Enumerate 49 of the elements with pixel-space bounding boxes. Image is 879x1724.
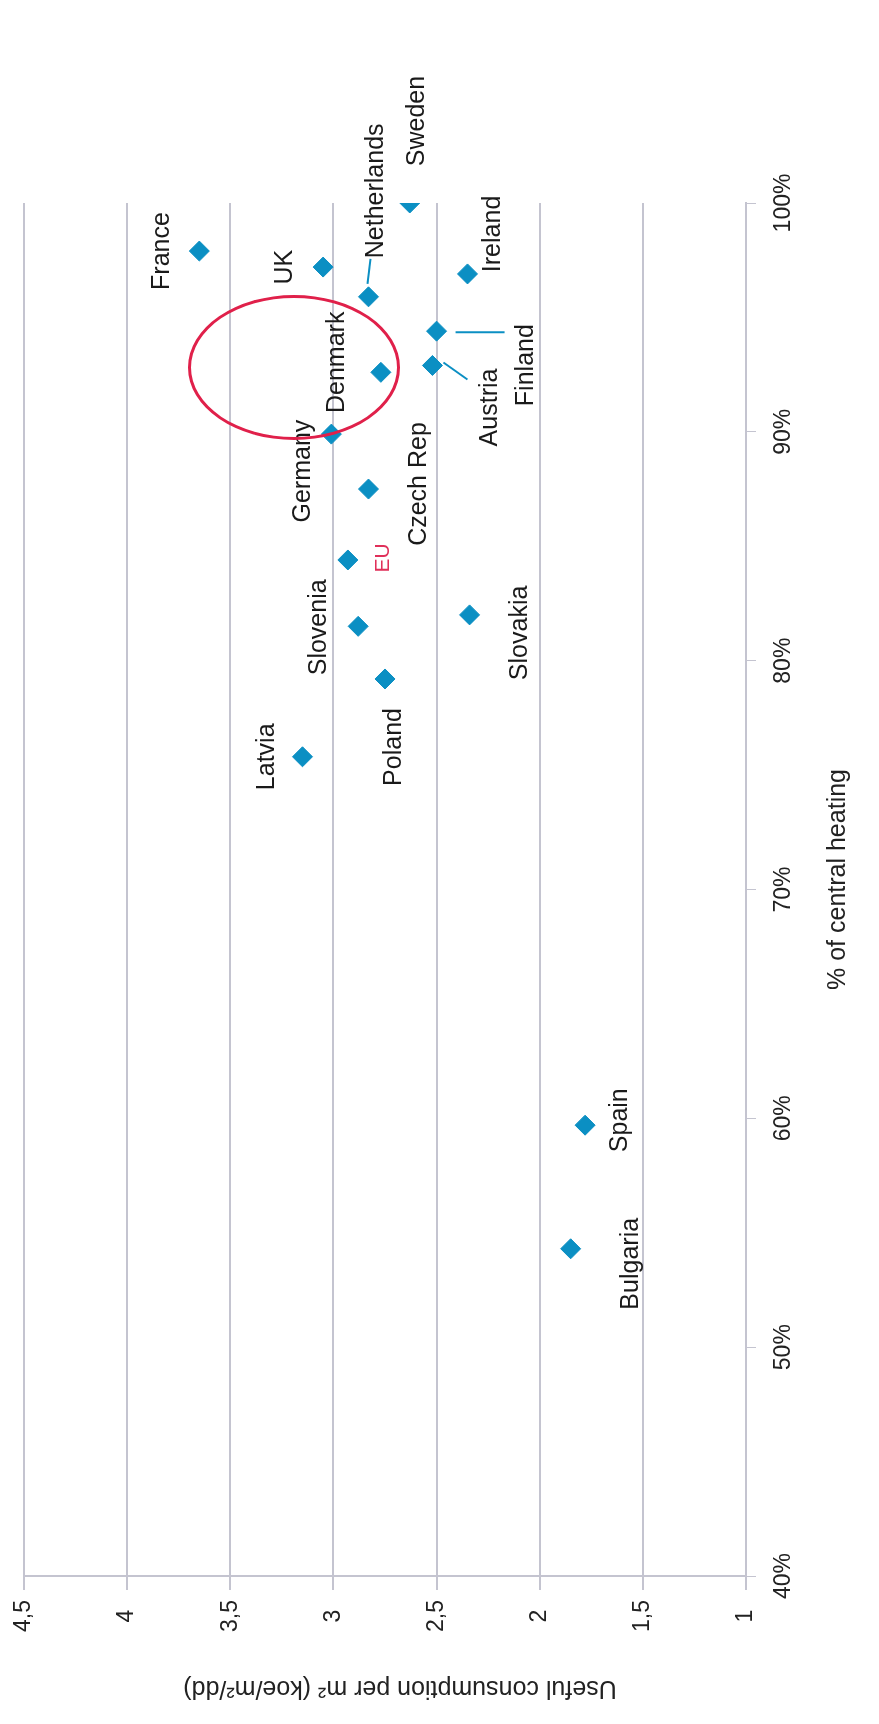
annotation: Czech Rep: [403, 422, 432, 546]
x-tick-label: 2,5: [421, 1600, 448, 1632]
x-tick-label: 1: [731, 1609, 758, 1623]
annotation: Ireland: [477, 195, 506, 273]
point: [291, 746, 313, 768]
annotation: France: [146, 212, 175, 290]
point: [347, 615, 369, 637]
x-axis-title: Useful consumption per m² (koe/m²/dd): [183, 1676, 617, 1705]
annotation: UK: [269, 249, 297, 285]
annotation: Bulgaria: [614, 1217, 643, 1310]
y-tick-label: 50%: [769, 1324, 796, 1371]
point: [374, 668, 396, 690]
point: [459, 604, 481, 626]
x-tick-label: 2: [525, 1609, 552, 1623]
point: [457, 263, 479, 285]
y-tick-label: 40%: [769, 1552, 796, 1600]
y-axis-title: % of central heating: [821, 769, 850, 990]
annotation: Finland: [510, 324, 539, 407]
annotation: Slovenia: [303, 579, 332, 676]
point: [421, 354, 443, 376]
y-tick-label: 80%: [769, 637, 796, 684]
y-tick-label: 60%: [769, 1095, 796, 1142]
point: [560, 1238, 582, 1260]
point: [337, 549, 359, 571]
annotation: Denmark: [320, 311, 349, 414]
point: [358, 286, 379, 308]
point: [312, 256, 334, 278]
point: [426, 320, 448, 342]
annotation: Poland: [377, 708, 406, 786]
annotation: Austria: [474, 368, 503, 447]
y-tick-label: 100%: [769, 173, 796, 233]
x-tick-label: 3: [318, 1609, 345, 1623]
x-tick-label: 3,5: [215, 1600, 242, 1632]
x-tick-label: 4,5: [9, 1600, 36, 1632]
annotation: Latvia: [251, 723, 280, 791]
annotation: Slovakia: [504, 585, 533, 681]
point: [358, 478, 379, 500]
annotation: Germany: [287, 419, 316, 523]
annotation: Netherlands: [360, 123, 389, 259]
x-tick-label: 4: [112, 1609, 139, 1623]
y-tick-label: 70%: [769, 866, 796, 913]
point: [370, 361, 392, 383]
y-tick-label: 90%: [769, 408, 796, 455]
point: [188, 240, 210, 262]
point: [574, 1114, 596, 1136]
annotation: Sweden: [400, 75, 429, 167]
annotation: EU: [369, 543, 393, 573]
annotation: Spain: [603, 1088, 632, 1153]
x-tick-label: 1,5: [628, 1600, 655, 1632]
